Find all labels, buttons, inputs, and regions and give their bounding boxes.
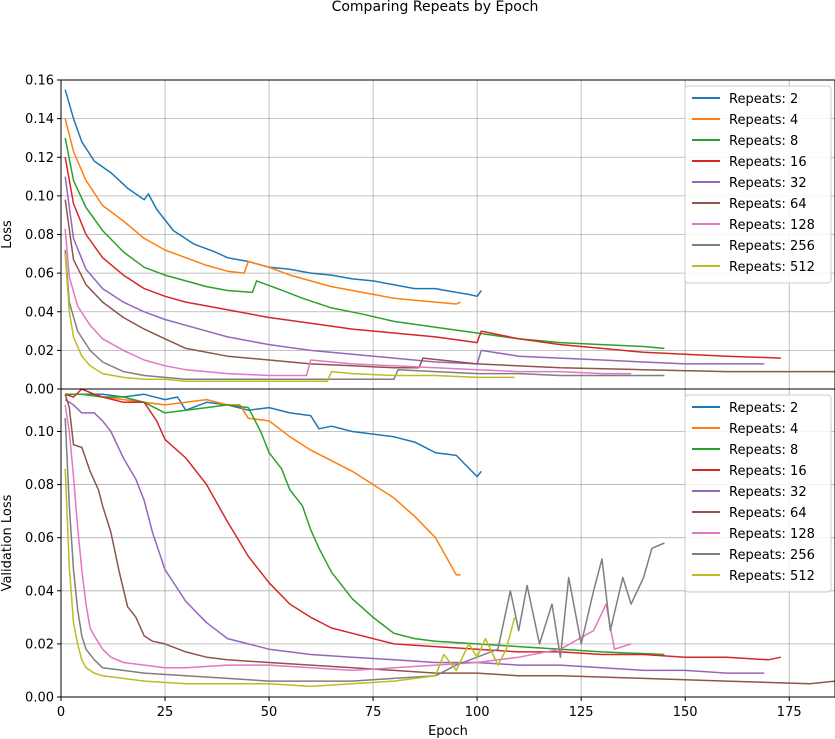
y-tick-label: 0.10 [25, 189, 54, 204]
legend-entry: Repeats: 512 [729, 260, 815, 275]
legend-entry: Repeats: 2 [729, 92, 798, 107]
y-tick-label: 0.02 [25, 637, 54, 652]
series-line-repeats-128 [64, 404, 632, 672]
y-tick-label: 0.04 [25, 305, 54, 320]
y-tick-label: 0.08 [25, 478, 54, 493]
y-tick-label: 0.08 [25, 228, 54, 243]
y-tick-label: 0.06 [25, 531, 54, 546]
series-line-repeats-2 [64, 89, 482, 298]
legend-entry: Repeats: 32 [729, 485, 807, 500]
legend-entry: Repeats: 8 [729, 134, 798, 149]
y-tick-label: 0.10 [25, 425, 54, 440]
x-tick-label: 50 [261, 705, 278, 720]
series-line-repeats-8 [64, 137, 665, 350]
legend-box [684, 394, 832, 593]
y-tick-label: 0.16 [25, 74, 54, 89]
x-tick-label: 25 [157, 705, 174, 720]
y-tick-label: 0.12 [25, 151, 54, 166]
series-line-repeats-64 [64, 199, 835, 373]
series-line-repeats-256 [64, 418, 665, 682]
legend-entry: Repeats: 64 [729, 197, 807, 212]
legend-entry: Repeats: 128 [729, 527, 815, 542]
y-tick-label: 0.04 [25, 584, 54, 599]
series-line-repeats-32 [64, 176, 765, 365]
legend-entry: Repeats: 512 [729, 569, 815, 584]
series-line-repeats-256 [64, 249, 665, 381]
legend-entry: Repeats: 16 [729, 464, 807, 479]
series-line-repeats-4 [64, 118, 461, 305]
legend-entry: Repeats: 256 [729, 548, 815, 563]
legend: Repeats: 2 Repeats: 4 Repeats: 8 Repeats: 1… [684, 394, 832, 593]
y-tick-label: 0.00 [25, 383, 54, 398]
y-tick-label: 0.00 [25, 691, 54, 706]
x-tick-label: 150 [673, 705, 698, 720]
series-line-repeats-64 [64, 394, 835, 685]
series-line-repeats-128 [64, 228, 632, 377]
legend-entry: Repeats: 256 [729, 239, 815, 254]
chart-title: Comparing Repeats by Epoch [332, 0, 539, 15]
series-line-repeats-4 [65, 393, 461, 576]
legend-entry: Repeats: 8 [729, 443, 798, 458]
x-tick-label: 75 [365, 705, 382, 720]
legend-entry: Repeats: 128 [729, 218, 815, 233]
legend-entry: Repeats: 4 [729, 422, 798, 437]
series-line-repeats-32 [64, 398, 765, 674]
x-tick-label: 0 [57, 705, 65, 720]
y-tick-label: 0.14 [25, 112, 54, 127]
y-axis-label: Loss [0, 220, 15, 249]
x-tick-label: 100 [465, 705, 490, 720]
y-tick-label: 0.02 [25, 344, 54, 359]
legend-entry: Repeats: 16 [729, 155, 807, 170]
x-tick-label: 125 [569, 705, 594, 720]
legend-entry: Repeats: 4 [729, 113, 798, 128]
series-line-repeats-2 [65, 393, 482, 478]
y-axis-label: Validation Loss [0, 494, 15, 591]
x-tick-label: 175 [777, 705, 802, 720]
series-line-repeats-16 [64, 157, 781, 359]
legend-box [684, 85, 832, 284]
legend-entry: Repeats: 64 [729, 506, 807, 521]
series-line-repeats-8 [65, 393, 665, 656]
x-axis-label: Epoch [428, 724, 468, 739]
series-line-repeats-512 [64, 468, 516, 688]
series-line-repeats-512 [64, 253, 515, 383]
legend: Repeats: 2 Repeats: 4 Repeats: 8 Repeats: 1… [684, 85, 832, 284]
loss-panel: 0.00 0.02 0.04 0.06 0.08 0.10 0.12 0.14 0.16 Loss… [0, 74, 835, 398]
legend-entry: Repeats: 2 [729, 401, 798, 416]
validation-loss-panel: 0.00 0.02 0.04 0.06 0.08 0.10 Validation Loss 0… [0, 388, 835, 720]
legend-entry: Repeats: 32 [729, 176, 807, 191]
plot-frame [60, 388, 835, 698]
series-line-repeats-16 [64, 388, 782, 661]
y-tick-label: 0.06 [25, 267, 54, 282]
